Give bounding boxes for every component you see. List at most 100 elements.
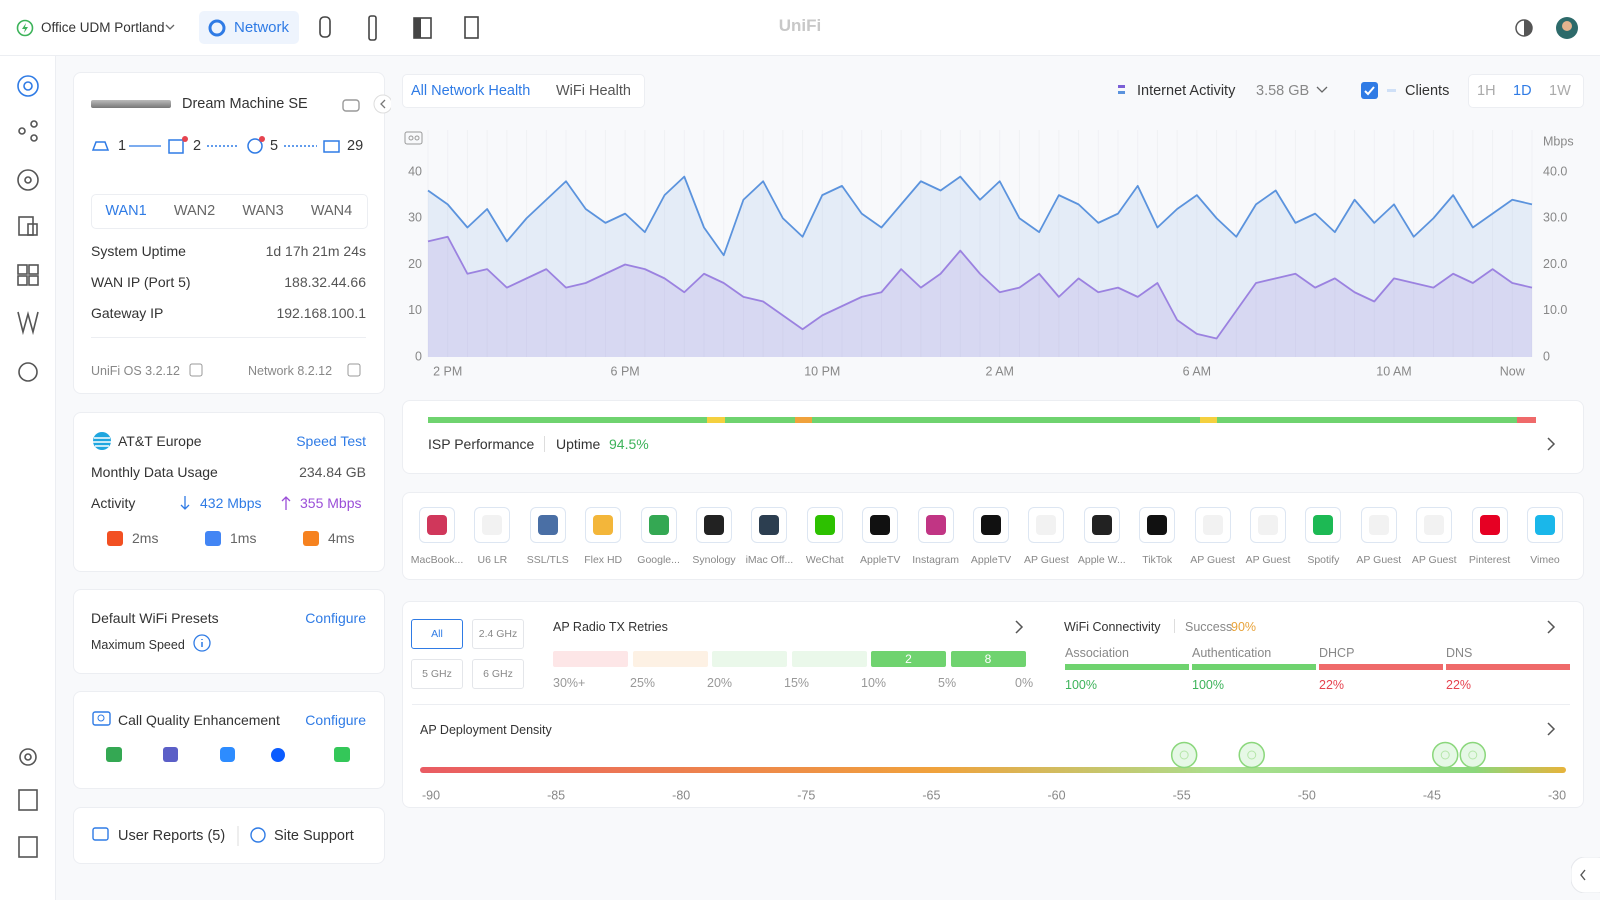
client-name: SSL/TLS [526,554,569,566]
isp-card [73,412,385,572]
wan-tab[interactable]: WAN3 [242,203,284,219]
band-button[interactable]: All [411,619,463,649]
divider [544,436,545,452]
series-area [428,236,1532,357]
clients-checkbox[interactable] [1360,81,1400,101]
wan-tabs-box [91,194,368,229]
divider [91,337,366,338]
usage-label: Monthly Data Usage [91,464,218,480]
y2-tick-label: 20.0 [1543,257,1567,271]
chart-icon[interactable] [404,130,426,146]
x-tick-label: 10 PM [804,364,840,378]
retry-bucket: 0% [1015,676,1034,690]
retry-bucket: 5% [938,676,957,690]
client-name: Spotify [1307,554,1340,566]
client-name: AP Guest [1356,554,1402,566]
uptime-segment [707,417,725,423]
info-icon[interactable] [193,634,213,654]
topology-icons [91,136,340,154]
client-icon [1202,515,1223,535]
info-label: WAN IP (Port 5) [91,274,191,290]
client-icon [1424,515,1445,535]
client-icon-frame[interactable] [1194,507,1231,543]
call-configure[interactable]: Configure [305,712,366,728]
retry-bar [712,651,787,667]
chevron[interactable] [1013,619,1025,635]
client-icon [648,515,669,535]
latency-icon [303,531,319,546]
x-tick-label: Now [1500,364,1526,378]
device-card [73,72,385,394]
activity-arrows [180,496,291,510]
app-tab-bg [199,11,299,44]
band-button[interactable]: 2.4 GHz [472,619,524,649]
chevron[interactable] [1545,619,1557,635]
topology-count: 5 [270,138,279,154]
download: 432 Mbps [200,495,262,511]
health-tab[interactable]: All Network Health [411,83,531,99]
latency-value: 4ms [328,530,355,546]
client-name: Apple W... [1077,554,1126,566]
uptime-label: Uptime [556,436,601,452]
footer-card [73,807,385,864]
legend-internet-activity[interactable]: Internet Activity [1137,83,1236,99]
footer-link[interactable]: Site Support [274,828,354,844]
sidebar-icons[interactable] [14,72,42,882]
client-icon [1258,515,1278,535]
device-actions[interactable] [341,94,391,116]
client-icon [704,515,724,535]
client-icon [870,515,891,535]
step-bar [1446,664,1570,670]
client-icon [925,515,946,535]
activity-total: 3.58 GB [1256,83,1310,99]
step-name: Association [1065,646,1129,660]
health-tab[interactable]: WiFi Health [556,83,631,99]
user-controls[interactable] [1514,17,1578,41]
wan-tab[interactable]: WAN2 [173,203,216,219]
site-switcher[interactable]: Office UDM Portland [41,20,165,35]
step-name: DNS [1446,646,1473,660]
isp-performance-title: ISP Performance [428,436,535,452]
legend-clients[interactable]: Clients [1405,83,1450,99]
client-name: Pinterest [1468,554,1511,566]
speed-test[interactable]: Speed Test [296,433,366,449]
app-tab[interactable]: Network [234,19,290,36]
divider [412,704,1570,705]
wan-tab[interactable]: WAN4 [310,203,353,219]
info-label: Gateway IP [91,305,164,321]
network-icon [208,19,226,37]
client-icon [1147,515,1168,535]
collapse-tab[interactable] [1571,857,1600,893]
band-button[interactable]: 6 GHz [472,659,524,689]
info-value: 188.32.44.66 [284,274,366,290]
uptime-segment [428,417,707,423]
chevron[interactable] [1545,436,1557,452]
presets-configure[interactable]: Configure [305,610,366,626]
range-option[interactable]: 1D [1513,83,1532,99]
success-value: 90% [1231,620,1257,634]
x-tick-label: 2 PM [433,364,462,378]
call-quality-card [73,691,385,789]
series-line [427,235,1533,340]
chevron[interactable] [1545,721,1557,737]
client-icon-frame[interactable] [529,507,566,543]
range-option[interactable]: 1H [1477,83,1496,99]
wan-tab[interactable]: WAN1 [105,203,147,219]
client-icon [759,515,780,535]
client-icon [482,515,503,535]
presets-subtitle: Maximum Speed [91,638,185,652]
band-button[interactable]: 5 GHz [411,659,463,689]
activity-legend-icon [1118,85,1125,94]
client-icon [1036,515,1057,535]
step-name: Authentication [1192,646,1272,660]
density-title: AP Deployment Density [420,723,552,737]
step-name: DHCP [1319,646,1355,660]
client-name: Vimeo [1530,554,1560,566]
uptime-segment [812,417,1200,423]
range-option[interactable]: 1W [1549,83,1571,99]
app-switcher-icons[interactable] [315,14,485,42]
activity-label: Activity [91,495,136,511]
footer-link[interactable]: User Reports (5) [118,828,226,844]
release-notes-icons[interactable] [188,362,368,380]
client-name: WeChat [805,554,844,566]
